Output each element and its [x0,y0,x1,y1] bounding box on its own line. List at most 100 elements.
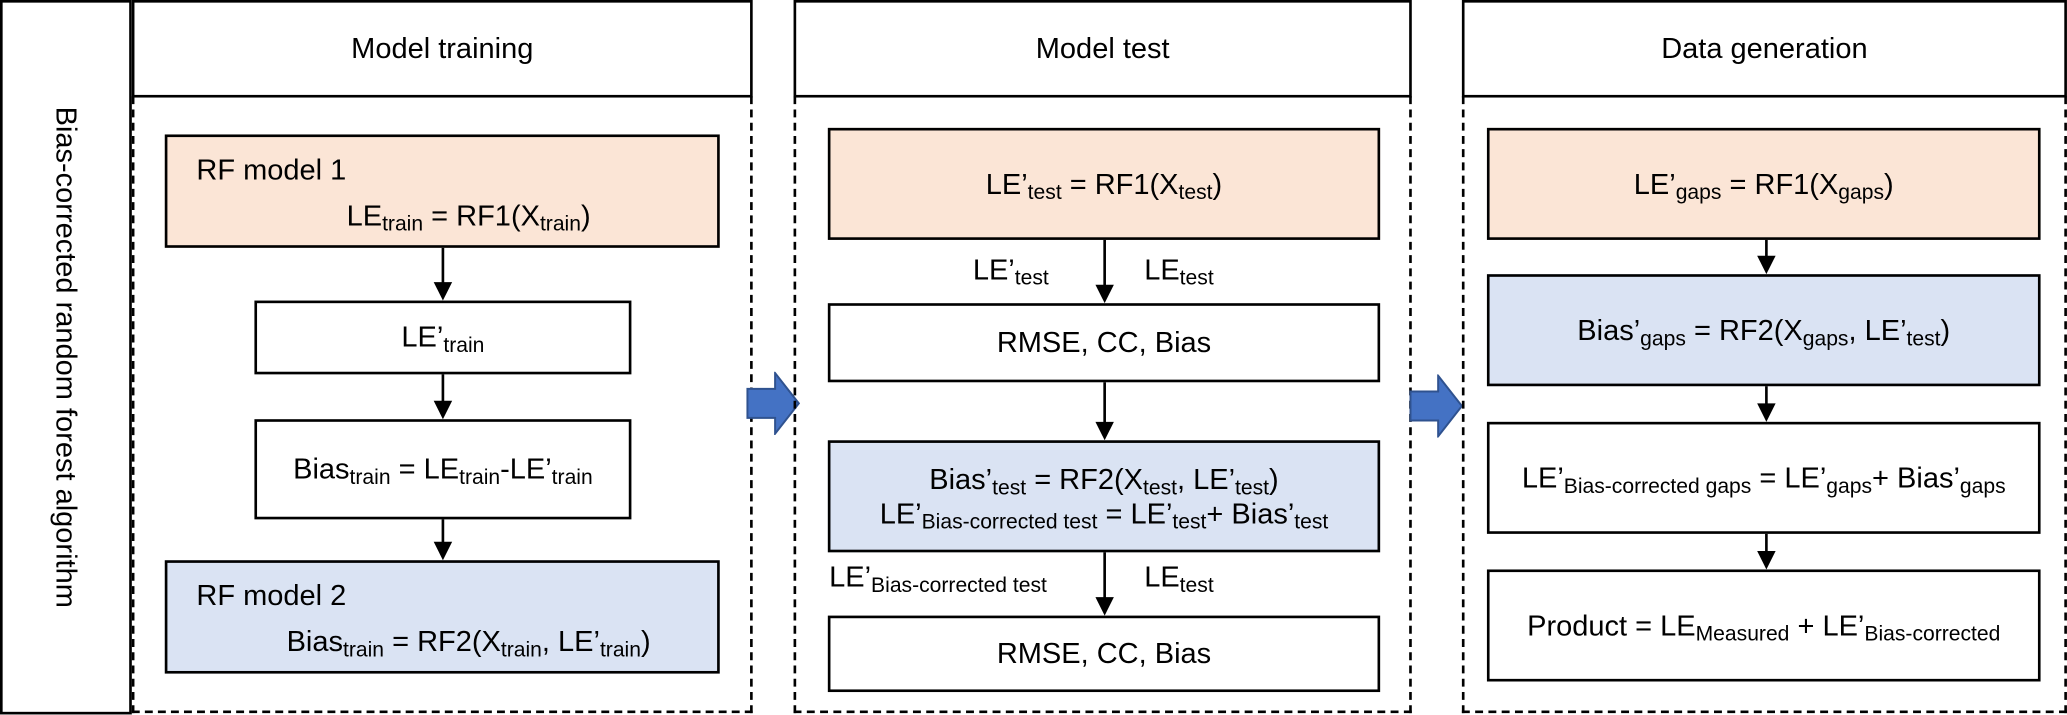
formula-subscript: train [443,335,485,358]
formula-text: = RF2(X [384,625,501,659]
arrow-down-icon [1095,421,1114,441]
formula-text: = RF2(X [1685,313,1803,347]
rf-model-1-title: RF model 1 [196,152,347,186]
metrics-text: RMSE, CC, Bias [996,637,1212,671]
formula-subscript: gaps [1838,181,1885,205]
formula-subscript: train [382,214,424,237]
formula-subscript: train [349,467,391,490]
formula-subscript: test [992,477,1027,500]
formula-subscript: test [1235,477,1270,500]
formula-text: LE’ [401,320,444,354]
stage-arrow-icon [746,371,801,436]
formula-subscript: train [342,639,385,663]
formula-text: Bias [293,452,350,486]
formula-subscript: train [539,214,581,237]
arrow-down-icon [1757,551,1776,570]
product-box: Product = LEMeasured + LE’Bias-corrected [1486,569,2041,682]
arrow-down-icon [1095,597,1114,616]
formula-text: Bias [286,625,343,659]
formula-text: ) [1212,167,1223,201]
stage-arrow-icon [1409,374,1464,438]
formula-subscript: gaps [1675,181,1722,205]
formula-subscript: train [551,467,593,490]
panel-title: Data generation [1661,31,1868,65]
product-formula: Product = LEMeasured + LE’Bias-corrected [1527,608,2000,646]
bias-train-box: Biastrain = LEtrain-LE’train [254,419,632,520]
formula-text: = LE [390,452,460,486]
formula-subscript: test [1142,477,1177,500]
bias-corrected-test-formula: LE’Bias-corrected test = LE’test+ Bias’t… [879,496,1329,532]
formula-text: = RF1(X [1061,167,1179,201]
formula-text: Bias’ [1577,313,1641,347]
arrow-down-icon [433,541,453,561]
formula-subscript: train [459,467,501,490]
panel-header-model-test: Model test [793,0,1412,98]
rf2-test-formula: Bias’test = RF2(Xtest, LE’test) [929,462,1279,500]
arrow-label-observed: LEtest [1144,253,1213,289]
rf1-gaps-formula: LE’gaps = RF1(Xgaps) [1633,167,1894,203]
formula-subscript: Bias-corrected test [921,510,1098,534]
formula-text: , LE’ [541,625,600,659]
formula-text: LE’ [972,253,1015,287]
arrow-down-icon [1095,284,1114,304]
arrow-down-icon [1757,255,1776,275]
formula-text: LE’ [1633,167,1676,201]
formula-text: LE [346,199,383,233]
formula-subscript: train [500,639,542,663]
formula-text: = RF1(X [423,199,540,233]
formula-subscript: gaps [1640,328,1686,351]
panel-title: Model test [1035,31,1170,65]
formula-subscript: train [599,639,641,663]
bias-corrected-gaps-box: LE’Bias-corrected gaps = LE’gaps+ Bias’g… [1486,421,2041,534]
formula-subscript: test [1294,510,1329,534]
formula-text: = RF1(X [1721,167,1839,201]
rf1-formula: LEtrain = RF1(Xtrain) [346,199,591,237]
formula-subscript: test [1906,328,1941,351]
formula-text: LE [1144,253,1180,287]
arrow-down-icon [1757,403,1776,422]
metrics-text: RMSE, CC, Bias [996,326,1212,360]
arrow-line [1103,239,1106,288]
panel-body-data-generation [1461,96,2067,714]
formula-text: LE [1144,560,1180,594]
formula-subscript: test [1179,574,1214,598]
formula-subscript: test [1178,181,1213,205]
formula-subscript: Measured [1695,623,1790,646]
formula-text: = LE’ [1751,461,1827,495]
arrow-down-icon [433,282,453,301]
bias-train-formula: Biastrain = LEtrain-LE’train [293,452,593,490]
rf2-gaps-box: Bias’gaps = RF2(Xgaps, LE’test) [1486,274,2041,387]
arrow-line [1765,239,1768,259]
formula-text: ) [640,625,651,659]
formula-subscript: gaps [1959,475,2006,499]
formula-text: , LE’ [1176,462,1236,496]
panel-title: Model training [351,31,534,65]
arrow-label-corrected: LE’Bias-corrected test [829,560,1047,596]
formula-subscript: test [1027,181,1062,205]
formula-text: LE’ [829,560,872,594]
formula-text: Product = LE [1527,608,1696,642]
le-train-prediction-box: LE’train [254,300,632,375]
arrow-line [441,519,445,545]
rf1-test-formula: LE’test = RF1(Xtest) [985,167,1223,203]
arrow-line [1103,382,1106,425]
side-label: Bias-corrected random forest algorithm [50,106,84,608]
rf2-gaps-formula: Bias’gaps = RF2(Xgaps, LE’test) [1577,313,1950,351]
panel-header-data-generation: Data generation [1461,0,2067,98]
formula-text: LE’ [879,496,922,530]
formula-text: , LE’ [1848,313,1907,347]
le-train-prediction: LE’train [401,320,485,358]
formula-text: LE’ [985,167,1028,201]
rf-model-2-box: RF model 2 Biastrain = RF2(Xtrain, LE’tr… [164,560,720,674]
formula-text: ) [580,199,591,233]
formula-text: ) [1269,462,1279,496]
rf1-test-box: LE’test = RF1(Xtest) [827,127,1381,240]
arrow-label-observed: LEtest [1144,560,1214,598]
rf2-formula: Biastrain = RF2(Xtrain, LE’train) [286,625,651,661]
panel-header-model-training: Model training [131,0,753,98]
arrow-line [1765,386,1768,407]
formula-text: LE’ [1521,461,1564,495]
formula-text: = RF2(X [1026,462,1143,496]
bias-corrected-gaps-formula: LE’Bias-corrected gaps = LE’gaps+ Bias’g… [1521,461,2006,497]
